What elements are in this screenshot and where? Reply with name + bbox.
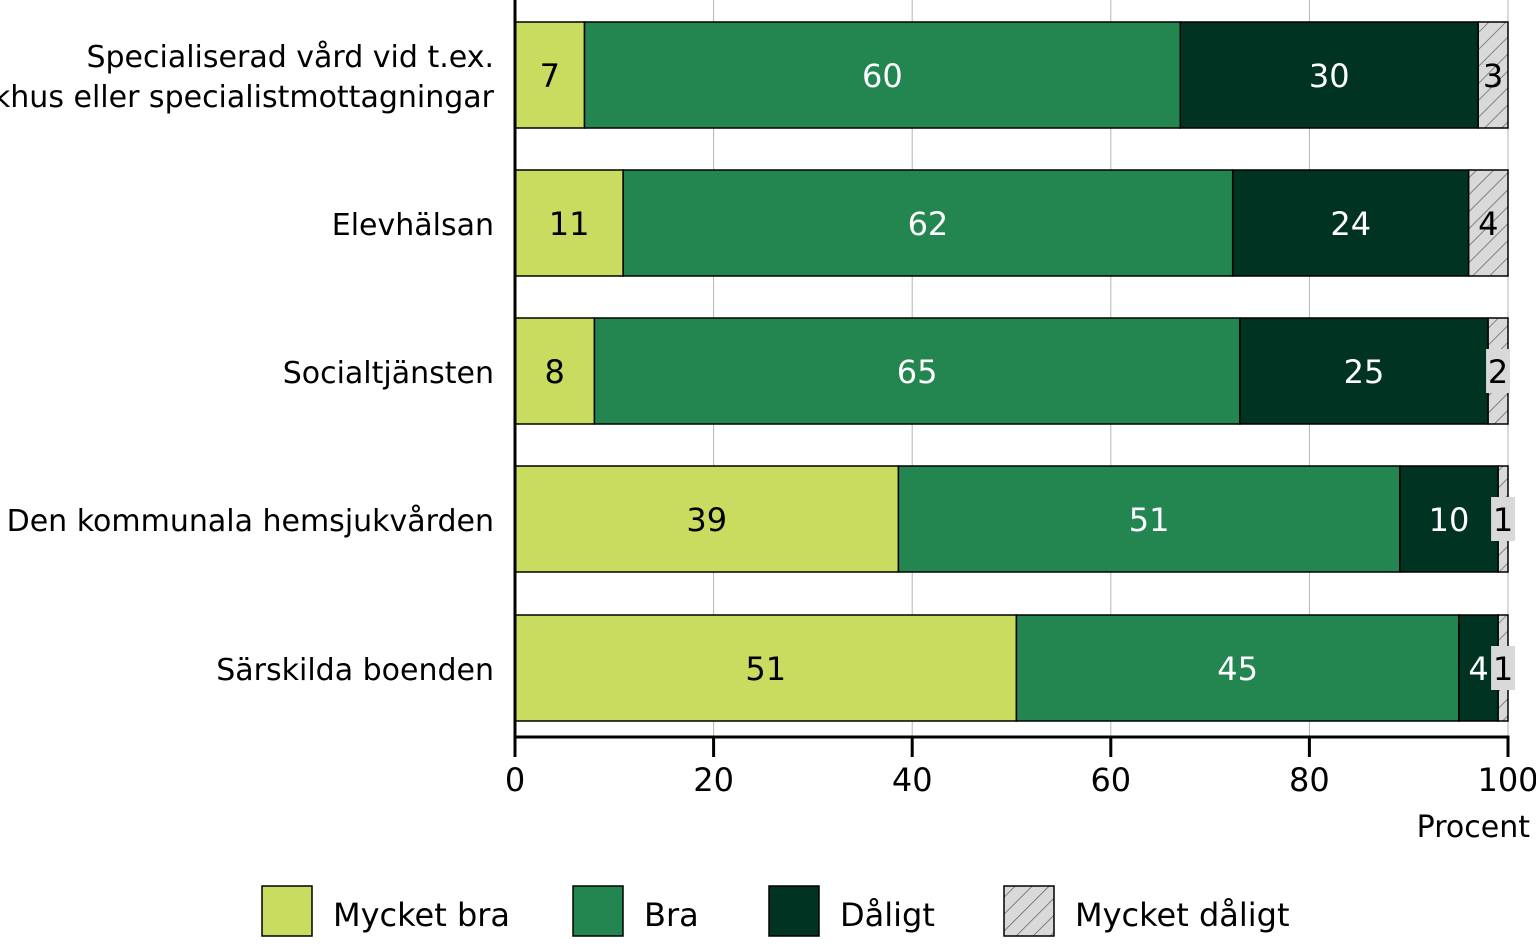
data-label: 60 [862, 57, 903, 95]
legend-swatch [261, 885, 313, 937]
category-label: Socialtjänsten [283, 356, 494, 391]
data-label: 65 [897, 353, 938, 391]
data-label: 8 [545, 353, 565, 391]
category-label: Elevhälsan [332, 208, 494, 243]
data-label: 45 [1217, 650, 1258, 688]
data-label: 10 [1429, 501, 1470, 539]
bar-segment [583, 21, 1182, 129]
bar-segment [1239, 317, 1489, 425]
x-tick-label: 0 [505, 761, 525, 799]
legend: Mycket bra Bra Dåligt Mycket dåligt [261, 885, 1290, 937]
data-label: 4 [1468, 650, 1488, 688]
bar-segment [514, 614, 1018, 722]
legend-swatch [768, 885, 820, 937]
bar-segment [593, 317, 1241, 425]
bar-segment [514, 465, 900, 573]
bar-segment [514, 169, 624, 277]
legend-swatch [1003, 885, 1055, 937]
legend-swatch [572, 885, 624, 937]
x-tick-label: 20 [693, 761, 734, 799]
x-tick-label: 60 [1090, 761, 1131, 799]
data-label: 1 [1493, 501, 1513, 539]
legend-label: Mycket bra [333, 896, 510, 934]
bars: 7 60 30 311 62 24 48 65 25 239 51 10 151 45 4 1 [514, 21, 1516, 722]
category-label: Särskilda boenden [216, 653, 494, 688]
bar-segment [514, 317, 596, 425]
category-label: sjukhus eller specialistmottagningar [0, 80, 495, 115]
bar-segment [1477, 21, 1509, 129]
axes: Specialiserad vård vid t.ex. sjukhus elle… [0, 0, 1536, 845]
data-label-bg [1491, 646, 1516, 690]
bar-segment [514, 21, 586, 129]
data-label: 62 [908, 205, 949, 243]
bar-segment [897, 465, 1401, 573]
data-label: 51 [1129, 501, 1170, 539]
category-label: Specialiserad vård vid t.ex. [86, 40, 494, 75]
data-label: 30 [1309, 57, 1350, 95]
data-label: 39 [686, 501, 727, 539]
data-label: 4 [1478, 205, 1498, 243]
bar-segment [1015, 614, 1460, 722]
legend-label: Bra [644, 896, 699, 934]
x-tick-label: 80 [1289, 761, 1330, 799]
data-label: 25 [1344, 353, 1385, 391]
legend-label: Mycket dåligt [1075, 896, 1290, 934]
bar-segment [622, 169, 1234, 277]
x-tick-label: 100 [1477, 761, 1536, 799]
bar-segment [1399, 465, 1499, 573]
category-label: Den kommunala hemsjukvården [7, 504, 494, 539]
bar-segment [1231, 169, 1470, 277]
bar-segment [1179, 21, 1479, 129]
data-label: 3 [1483, 57, 1503, 95]
data-label: 7 [540, 57, 560, 95]
x-tick-label: 40 [892, 761, 933, 799]
data-label: 2 [1488, 353, 1508, 391]
data-label: 1 [1493, 650, 1513, 688]
data-label: 51 [745, 650, 786, 688]
bar-segment [1467, 169, 1509, 277]
data-label-bg [1491, 497, 1516, 541]
data-label: 24 [1330, 205, 1371, 243]
data-label: 11 [549, 205, 590, 243]
legend-label: Dåligt [840, 896, 935, 934]
x-axis-title: Procent [1417, 810, 1531, 845]
data-label-bg [1486, 349, 1511, 393]
